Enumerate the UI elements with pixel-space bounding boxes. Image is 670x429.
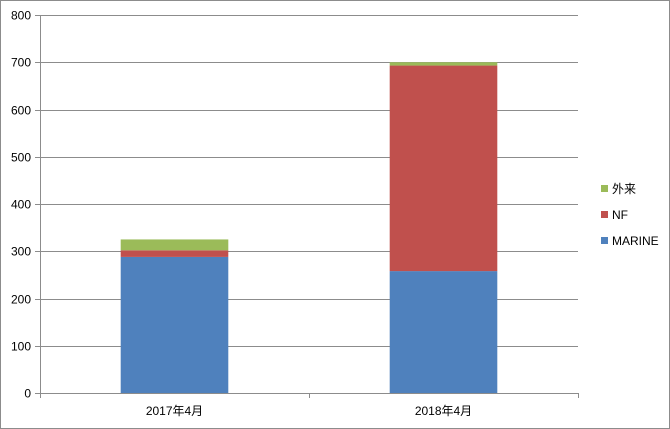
y-tick-label-400: 400 xyxy=(11,198,31,212)
y-tick-label-0: 0 xyxy=(24,387,31,401)
y-tick-label-800: 800 xyxy=(11,9,31,23)
bar-marine-2 xyxy=(389,271,498,393)
legend-swatch-外来 xyxy=(601,185,608,192)
legend-swatch-marine xyxy=(601,237,608,244)
bar-nf-1 xyxy=(120,250,229,257)
x-tick-label-2: 2018年4月 xyxy=(415,404,472,418)
legend-label-nf: NF xyxy=(612,208,628,222)
y-tick-label-100: 100 xyxy=(11,340,31,354)
legend-label-外来: 外来 xyxy=(612,182,636,196)
legend-swatch-nf xyxy=(601,211,608,218)
y-tick-label-500: 500 xyxy=(11,151,31,165)
y-tick-label-300: 300 xyxy=(11,245,31,259)
bar-外来-1 xyxy=(120,239,229,251)
y-tick-label-700: 700 xyxy=(11,56,31,70)
y-tick-label-600: 600 xyxy=(11,104,31,118)
bar-外来-2 xyxy=(389,62,498,66)
legend-label-marine: MARINE xyxy=(612,234,659,248)
y-tick-label-200: 200 xyxy=(11,293,31,307)
bar-marine-1 xyxy=(120,256,229,393)
bar-nf-2 xyxy=(389,65,498,272)
x-tick-label-1: 2017年4月 xyxy=(146,404,203,418)
